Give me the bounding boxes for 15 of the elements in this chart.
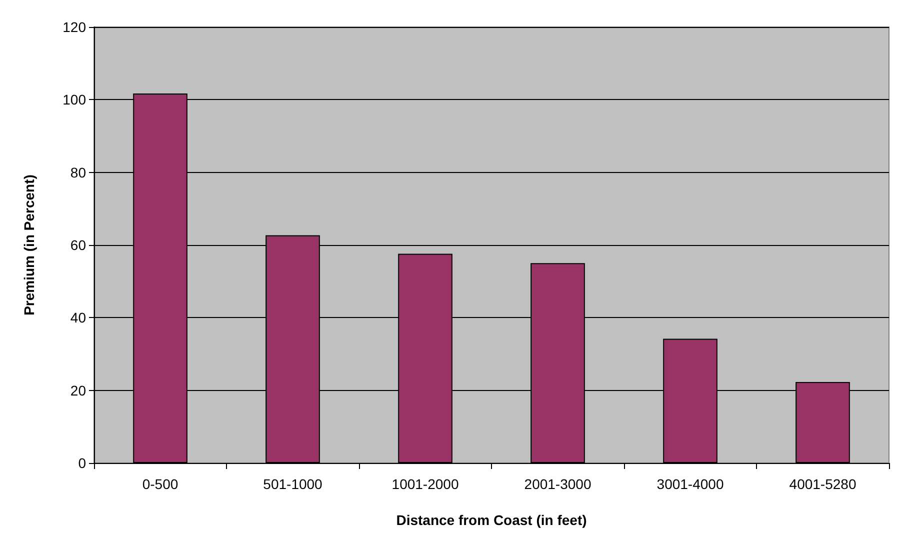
- y-axis-title: Premium (in Percent): [21, 174, 37, 316]
- y-tick-label: 20: [70, 382, 86, 398]
- y-tick-label: 100: [62, 92, 86, 108]
- x-axis-title: Distance from Coast (in feet): [396, 512, 587, 528]
- x-tick-label: 4001-5280: [789, 476, 856, 492]
- y-tick-label: 120: [62, 19, 86, 35]
- x-tick-label: 2001-3000: [524, 476, 592, 492]
- x-tick-label: 501-1000: [263, 476, 323, 492]
- x-tick-label: 1001-2000: [392, 476, 459, 492]
- y-tick-label: 40: [70, 310, 86, 326]
- x-tick-label: 3001-4000: [656, 476, 724, 492]
- y-tick-label: 60: [70, 237, 86, 253]
- y-tick-label: 80: [70, 164, 86, 180]
- y-tick-label: 0: [78, 455, 86, 471]
- x-tick-label: 0-500: [142, 476, 178, 492]
